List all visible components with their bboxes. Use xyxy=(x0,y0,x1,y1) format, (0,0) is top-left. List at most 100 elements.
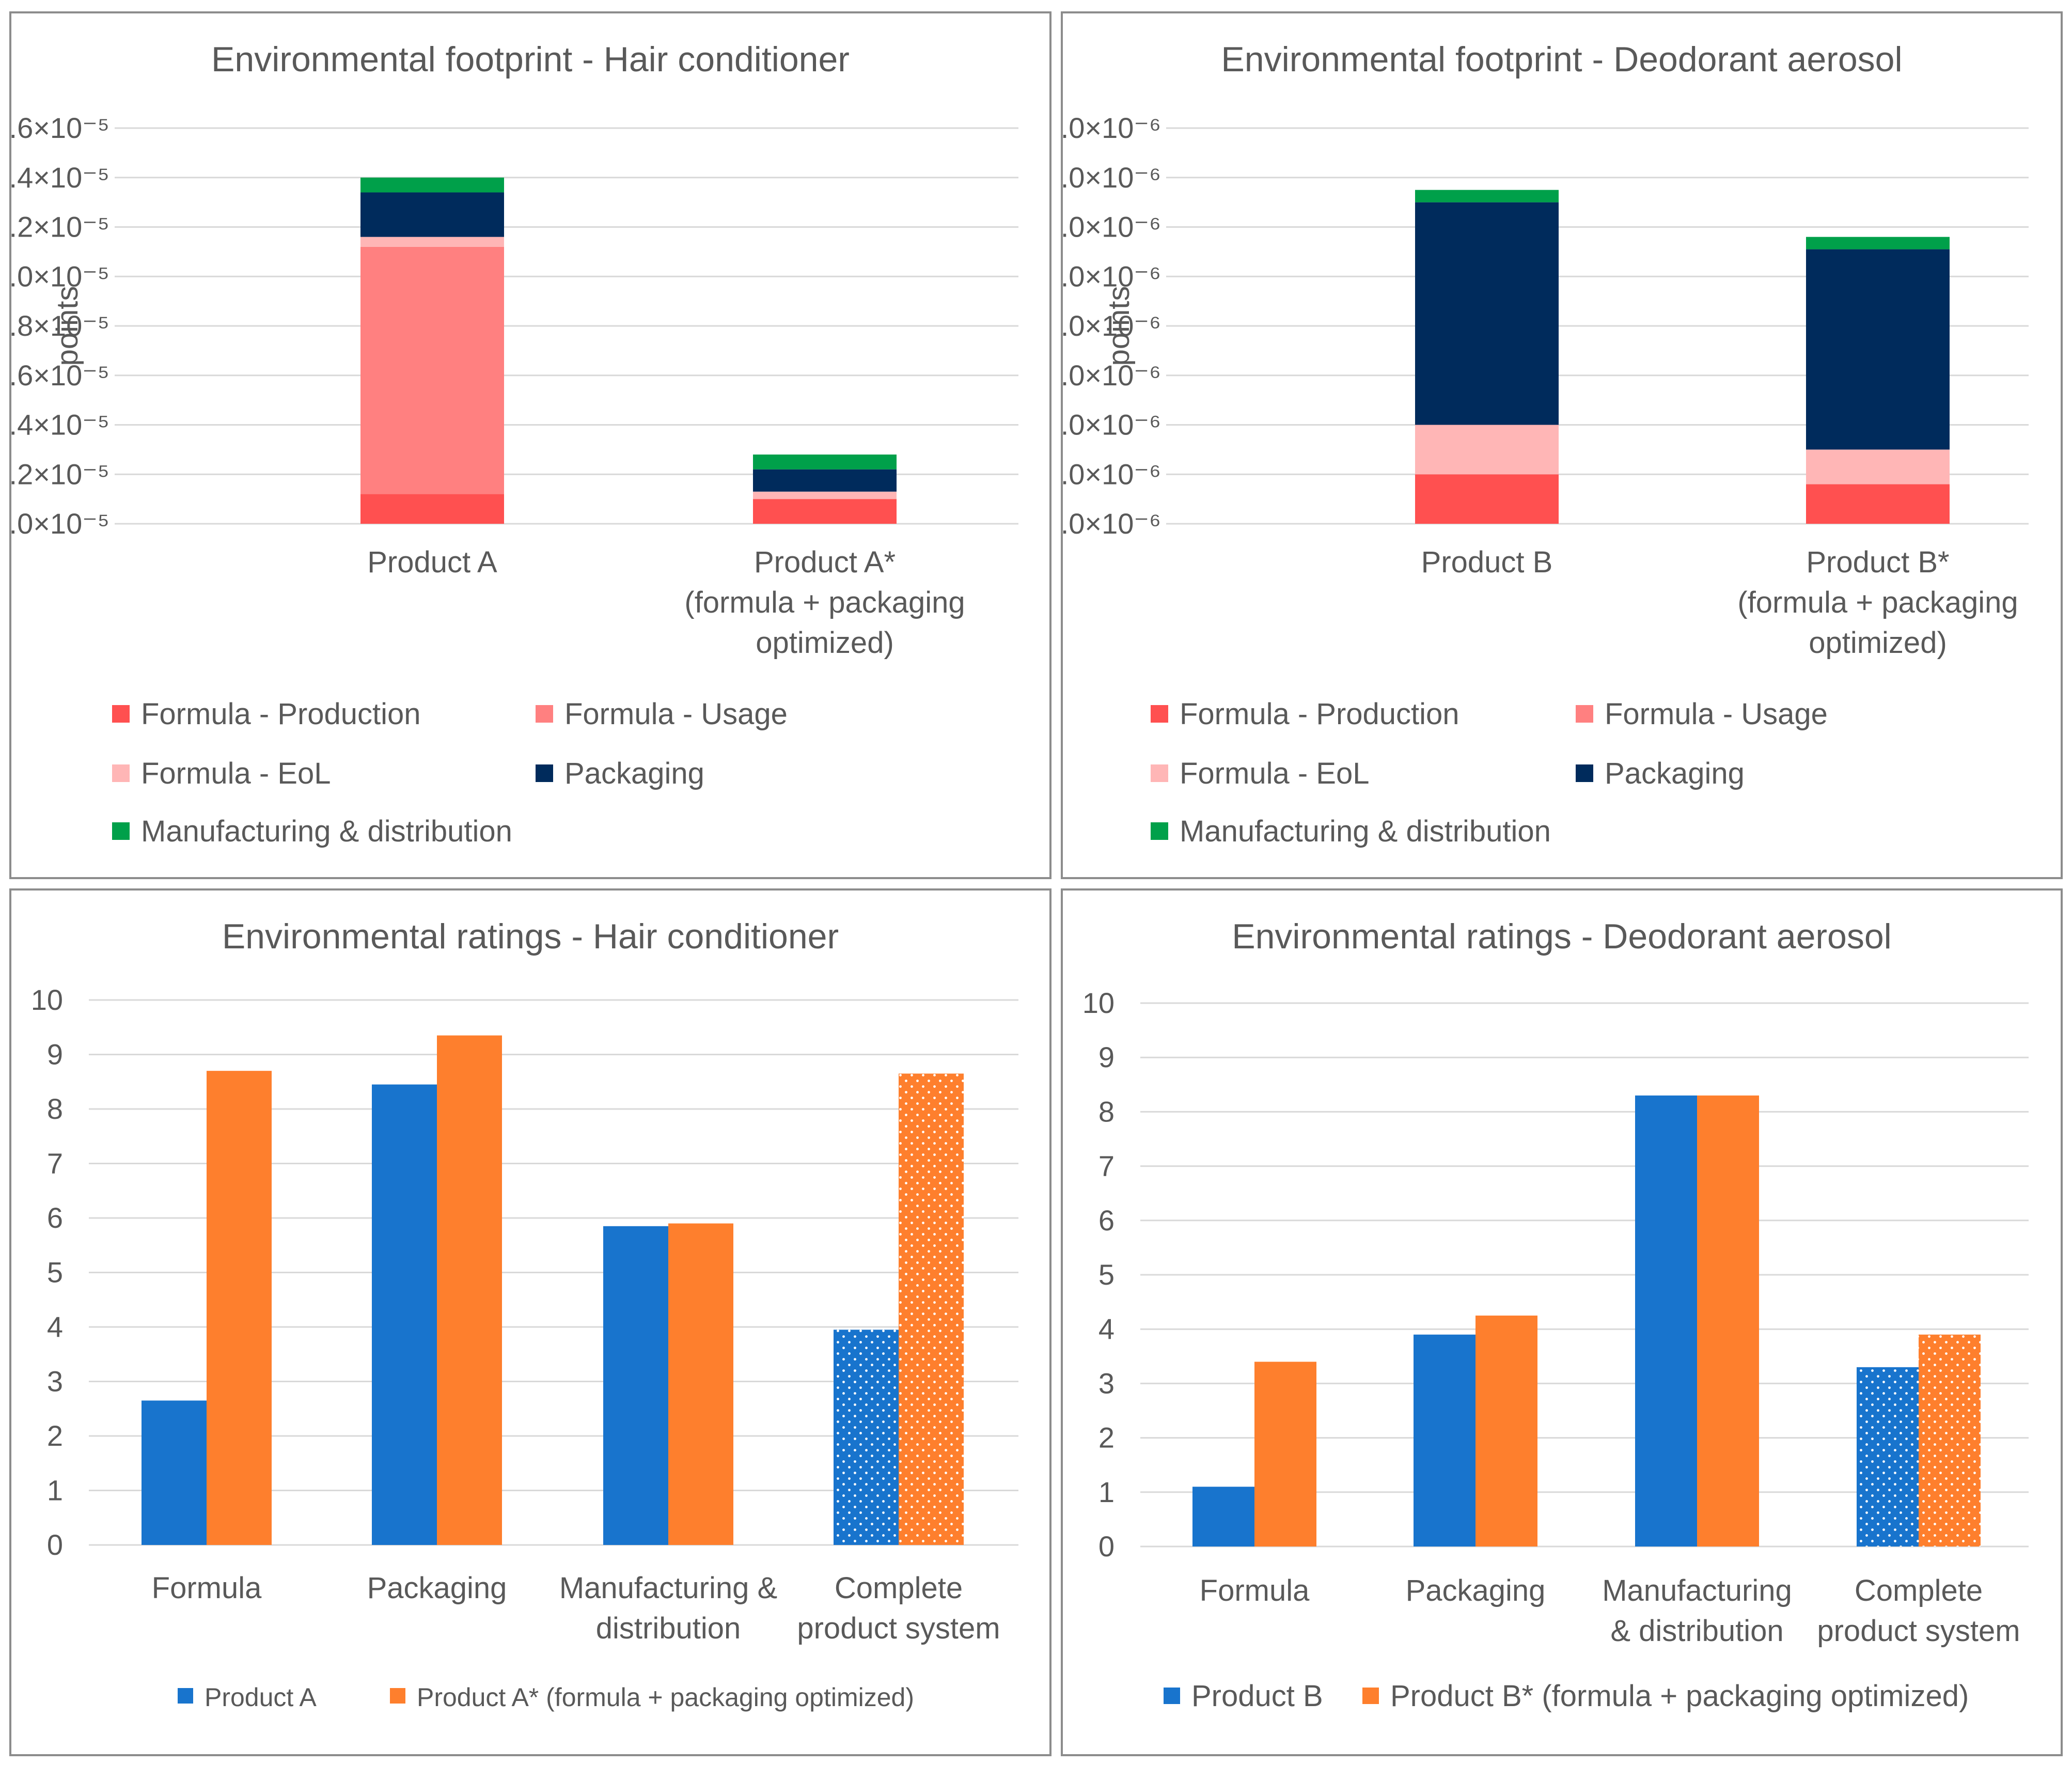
footprint-hair-conditioner-chart: Environmental footprint - Hair condition… xyxy=(9,11,1051,879)
bar xyxy=(899,1073,964,1545)
y-tick-label: 10 xyxy=(1082,987,1115,1019)
y-tick-label: 1.4×10⁻⁵ xyxy=(11,161,109,194)
y-tick-label: 3 xyxy=(1098,1367,1115,1399)
category-label: distribution xyxy=(596,1612,741,1645)
ratings-hair-conditioner-chart: Environmental ratings - Hair conditioner… xyxy=(9,888,1051,1756)
y-tick-label: 0.2×10⁻⁵ xyxy=(11,458,109,490)
y-tick-label: 8.0×10⁻⁶ xyxy=(1063,112,1161,144)
y-tick-label: 0 xyxy=(47,1528,63,1561)
chart-title: Environmental ratings - Deodorant aeroso… xyxy=(1232,917,1892,956)
y-axis-label: points xyxy=(1102,286,1136,366)
category-label: Product B xyxy=(1421,545,1553,579)
y-tick-label: 4.0×10⁻⁶ xyxy=(1063,309,1161,342)
bar xyxy=(207,1071,272,1545)
category-label: & distribution xyxy=(1610,1614,1783,1648)
bar-segment xyxy=(1415,190,1559,202)
y-tick-label: 0.8×10⁻⁵ xyxy=(11,309,109,342)
bar-segment xyxy=(1806,237,1950,249)
category-label: Product B* xyxy=(1806,545,1949,579)
y-tick-label: 1 xyxy=(1098,1476,1115,1508)
y-tick-label: 3 xyxy=(47,1365,63,1398)
bar xyxy=(1919,1334,1981,1547)
legend-swatch xyxy=(1576,764,1593,782)
legend-label: Packaging xyxy=(564,757,704,790)
chart-svg: Environmental ratings - Hair conditioner… xyxy=(31,917,1018,1712)
bar xyxy=(668,1223,733,1545)
category-label: (formula + packaging xyxy=(1737,586,2018,619)
category-label: optimized) xyxy=(756,626,894,660)
y-tick-label: 4 xyxy=(1098,1313,1115,1345)
category-label: Complete xyxy=(835,1571,963,1605)
y-tick-label: 8 xyxy=(47,1092,63,1125)
chart-title: Environmental ratings - Hair conditioner xyxy=(222,917,839,956)
bar-segment xyxy=(360,246,504,494)
legend-label: Product A* (formula + packaging optimize… xyxy=(417,1683,914,1712)
category-label: Product A xyxy=(367,545,497,579)
bar xyxy=(437,1035,502,1545)
bar xyxy=(834,1330,899,1545)
legend-swatch xyxy=(1151,822,1168,840)
legend-label: Formula - EoL xyxy=(141,757,331,790)
y-tick-label: 0.4×10⁻⁵ xyxy=(11,409,109,441)
chart-svg: Environmental footprint - Hair condition… xyxy=(11,40,1018,848)
y-tick-label: 10 xyxy=(31,983,63,1016)
y-tick-label: 7.0×10⁻⁶ xyxy=(1063,161,1161,194)
bar-segment xyxy=(360,237,504,247)
chart-svg: Environmental footprint - Deodorant aero… xyxy=(1063,40,2029,848)
legend-label: Formula - Production xyxy=(141,697,421,731)
y-tick-label: 1.0×10⁻⁵ xyxy=(11,260,109,292)
bar-segment xyxy=(753,499,897,524)
category-label: Manufacturing xyxy=(1602,1574,1792,1607)
y-tick-label: 5.0×10⁻⁶ xyxy=(1063,260,1161,292)
chart-svg: Environmental ratings - Deodorant aeroso… xyxy=(1082,917,2029,1713)
category-label: Formula xyxy=(152,1571,262,1605)
bar-segment xyxy=(753,491,897,499)
y-tick-label: 5 xyxy=(47,1256,63,1289)
y-tick-label: 0.6×10⁻⁵ xyxy=(11,359,109,392)
y-tick-label: 2.0×10⁻⁶ xyxy=(1063,409,1161,441)
legend-label: Product B* (formula + packaging optimize… xyxy=(1390,1679,1969,1713)
legend-swatch xyxy=(1164,1688,1180,1704)
y-tick-label: 3.0×10⁻⁶ xyxy=(1063,359,1161,392)
legend-swatch xyxy=(178,1688,193,1704)
bar xyxy=(1475,1315,1537,1547)
bar xyxy=(603,1226,668,1545)
y-tick-label: 6.0×10⁻⁶ xyxy=(1063,211,1161,243)
legend-label: Formula - Usage xyxy=(1605,697,1828,731)
legend-swatch xyxy=(1151,705,1168,723)
legend-label: Packaging xyxy=(1605,757,1745,790)
category-label: Product A* xyxy=(754,545,896,579)
category-label: product system xyxy=(797,1612,1000,1645)
category-label: (formula + packaging xyxy=(684,586,965,619)
category-label: product system xyxy=(1817,1614,2020,1648)
category-label: Packaging xyxy=(1406,1574,1546,1607)
y-tick-label: 1.2×10⁻⁵ xyxy=(11,211,109,243)
bar-segment xyxy=(360,192,504,237)
y-tick-label: 7 xyxy=(47,1147,63,1180)
legend-label: Formula - Usage xyxy=(564,697,788,731)
category-label: Manufacturing & xyxy=(559,1571,777,1605)
y-tick-label: 1.0×10⁻⁶ xyxy=(1063,458,1161,490)
bar-segment xyxy=(1806,449,1950,485)
bar-segment xyxy=(1806,484,1950,524)
bar xyxy=(1697,1095,1759,1547)
y-tick-label: 1 xyxy=(47,1474,63,1507)
y-tick-label: 9 xyxy=(1098,1041,1115,1073)
bar-segment xyxy=(1806,249,1950,450)
bar-segment xyxy=(753,454,897,470)
bar xyxy=(142,1400,207,1545)
legend-swatch xyxy=(1151,764,1168,782)
chart-title: Environmental footprint - Deodorant aero… xyxy=(1221,40,1902,79)
bar-segment xyxy=(1415,202,1559,425)
y-tick-label: 2 xyxy=(47,1419,63,1452)
y-tick-label: 4 xyxy=(47,1310,63,1343)
y-tick-label: 0 xyxy=(1098,1530,1115,1563)
category-label: Complete xyxy=(1855,1574,1983,1607)
y-tick-label: 1.6×10⁻⁵ xyxy=(11,112,109,144)
category-label: Packaging xyxy=(367,1571,507,1605)
y-tick-label: 6 xyxy=(1098,1204,1115,1237)
y-tick-label: 9 xyxy=(47,1038,63,1071)
legend-swatch xyxy=(112,705,130,723)
legend-swatch xyxy=(390,1688,405,1704)
bar-segment xyxy=(1415,474,1559,524)
